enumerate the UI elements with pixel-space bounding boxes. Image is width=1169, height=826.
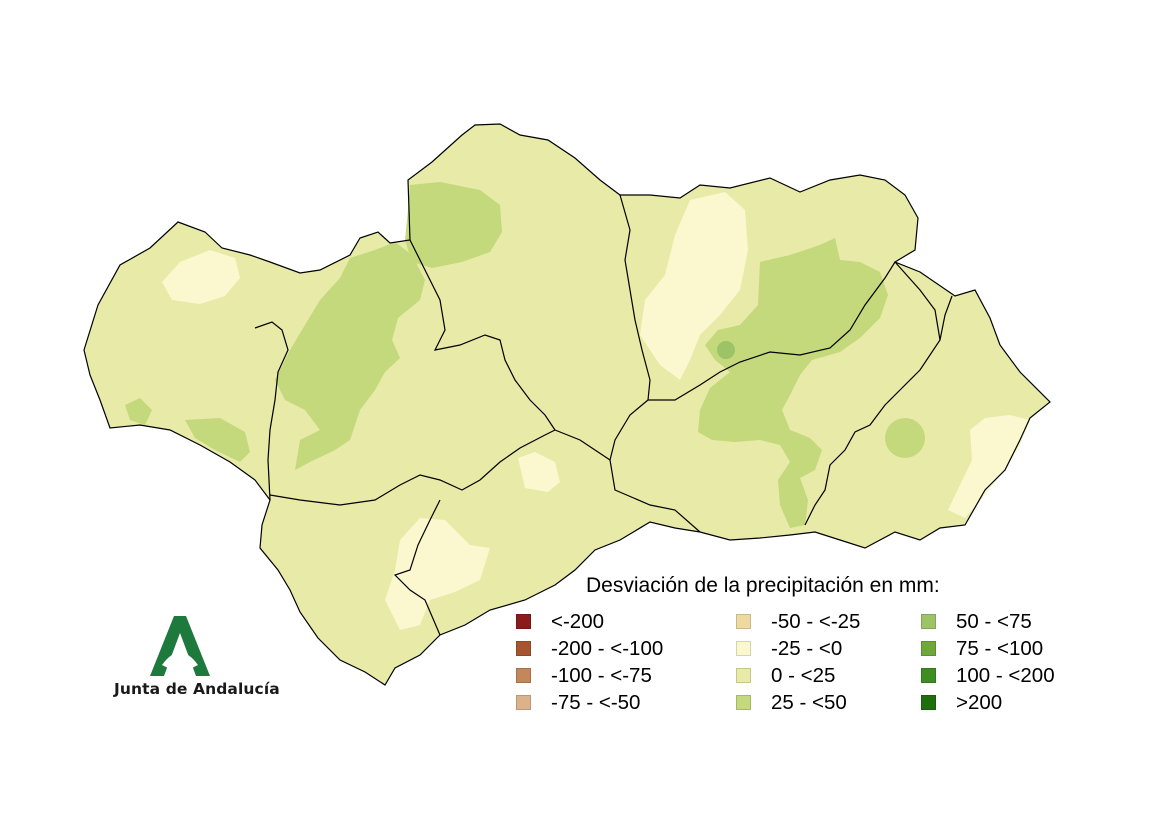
- band-25-50: [125, 182, 925, 528]
- legend-item: 100 - <200: [921, 662, 1101, 689]
- legend-label: -25 - <0: [771, 636, 843, 660]
- legend-label: 0 - <25: [771, 663, 836, 687]
- legend-item: -25 - <0: [736, 635, 921, 662]
- legend-item: 50 - <75: [921, 608, 1101, 635]
- legend-label: -75 - <-50: [551, 690, 641, 714]
- legend-item: -200 - <-100: [516, 635, 736, 662]
- legend-item: -75 - <-50: [516, 689, 736, 716]
- legend-swatch: [736, 641, 751, 656]
- junta-logo-mark: [150, 616, 210, 676]
- legend-item: >200: [921, 689, 1101, 716]
- legend-item: <-200: [516, 608, 736, 635]
- legend-swatch: [516, 668, 531, 683]
- legend-item: 75 - <100: [921, 635, 1101, 662]
- legend-swatch: [736, 668, 751, 683]
- legend-swatch: [921, 668, 936, 683]
- legend-swatch: [736, 695, 751, 710]
- legend: <-200 -200 - <-100 -100 - <-75 -75 - <-50 -5…: [516, 608, 1101, 716]
- province-borders: [83, 123, 1051, 686]
- logo-text: Junta de Andalucía: [114, 680, 280, 698]
- legend-label: >200: [956, 690, 1003, 714]
- band-minus25-0: [162, 192, 1030, 630]
- legend-swatch: [921, 614, 936, 629]
- legend-swatch: [736, 614, 751, 629]
- legend-label: -50 - <-25: [771, 609, 861, 633]
- legend-label: 75 - <100: [956, 636, 1044, 660]
- legend-swatch: [516, 641, 531, 656]
- legend-label: <-200: [551, 609, 605, 633]
- legend-label: 25 - <50: [771, 690, 847, 714]
- legend-swatch: [921, 641, 936, 656]
- legend-item: 25 - <50: [736, 689, 921, 716]
- legend-label: 50 - <75: [956, 609, 1032, 633]
- legend-item: -100 - <-75: [516, 662, 736, 689]
- legend-swatch: [921, 695, 936, 710]
- legend-swatch: [516, 695, 531, 710]
- legend-item: 0 - <25: [736, 662, 921, 689]
- andalucia-outline: [84, 124, 1050, 685]
- legend-item: -50 - <-25: [736, 608, 921, 635]
- band-50-75-patch: [717, 341, 735, 359]
- legend-title: Desviación de la precipitación en mm:: [586, 574, 940, 597]
- legend-label: -100 - <-75: [551, 663, 652, 687]
- legend-label: -200 - <-100: [551, 636, 664, 660]
- legend-swatch: [516, 614, 531, 629]
- legend-label: 100 - <200: [956, 663, 1055, 687]
